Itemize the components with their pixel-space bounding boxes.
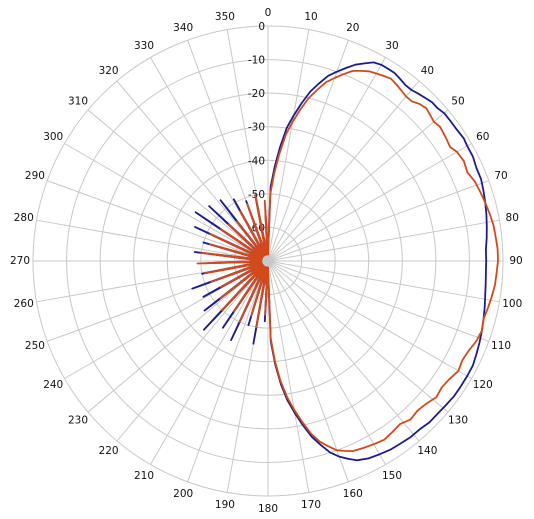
radial-tick-label: 0 <box>258 21 265 33</box>
grid-spoke-290 <box>47 180 269 262</box>
angular-grid-spokes <box>33 26 503 496</box>
grid-spoke-140 <box>267 260 420 442</box>
angle-tick-label: 230 <box>68 414 88 426</box>
radial-tick-label: -40 <box>248 155 265 167</box>
angle-tick-label: 300 <box>43 131 63 143</box>
grid-spoke-300 <box>64 143 269 262</box>
angle-tick-label: 20 <box>346 22 359 34</box>
angle-tick-label: 0 <box>265 7 272 19</box>
angle-tick-label: 280 <box>14 212 34 224</box>
angle-tick-label: 110 <box>491 340 511 352</box>
radial-tick-label: -50 <box>248 189 265 201</box>
angle-tick-label: 340 <box>173 22 193 34</box>
angle-tick-label: 100 <box>502 298 522 310</box>
grid-spoke-130 <box>267 260 449 413</box>
angle-tick-label: 150 <box>382 470 402 482</box>
angle-tick-label: 330 <box>134 40 154 52</box>
angle-tick-label: 210 <box>134 470 154 482</box>
angle-tick-label: 240 <box>43 379 63 391</box>
grid-spoke-60 <box>267 143 472 262</box>
grid-spoke-10 <box>267 29 310 262</box>
angle-tick-label: 90 <box>509 255 522 267</box>
angle-tick-label: 250 <box>25 340 45 352</box>
grid-spoke-210 <box>150 260 269 465</box>
angle-tick-label: 220 <box>99 445 119 457</box>
grid-spoke-230 <box>87 260 269 413</box>
angle-tick-label: 60 <box>476 131 489 143</box>
grid-spoke-80 <box>267 219 500 262</box>
angle-tick-label: 170 <box>301 499 321 511</box>
radial-tick-label: -10 <box>248 55 265 67</box>
angle-tick-label: 290 <box>25 170 45 182</box>
grid-spoke-150 <box>267 260 386 465</box>
angle-tick-label: 120 <box>473 379 493 391</box>
angle-tick-label: 30 <box>385 40 398 52</box>
angle-tick-label: 130 <box>448 414 468 426</box>
grid-spoke-310 <box>87 109 269 262</box>
grid-spoke-40 <box>267 80 420 262</box>
radial-tick-label: -30 <box>248 122 265 134</box>
angle-tick-label: 180 <box>258 503 278 515</box>
angle-tick-label: 40 <box>421 65 434 77</box>
angle-tick-label: 160 <box>343 488 363 500</box>
grid-spoke-280 <box>36 219 269 262</box>
grid-spoke-100 <box>267 260 500 303</box>
grid-spoke-50 <box>267 109 449 262</box>
angle-tick-label: 350 <box>215 11 235 23</box>
angle-tick-label: 140 <box>417 445 437 457</box>
grid-spoke-120 <box>267 260 472 379</box>
angle-tick-labels: 0 10 20 30 40 50 60 70 80 90 100 110 120 130 140 150 160… <box>10 7 523 515</box>
grid-spoke-170 <box>267 260 310 493</box>
grid-spoke-30 <box>267 57 386 262</box>
angle-tick-label: 80 <box>506 212 519 224</box>
series-lines <box>191 61 499 462</box>
angle-tick-label: 270 <box>10 255 30 267</box>
angle-tick-label: 260 <box>14 298 34 310</box>
angle-tick-label: 10 <box>304 11 317 23</box>
grid-spoke-200 <box>187 260 269 482</box>
grid-spoke-70 <box>267 180 489 262</box>
angle-tick-label: 190 <box>215 499 235 511</box>
series-line-2 <box>196 70 499 452</box>
angle-tick-label: 70 <box>494 170 507 182</box>
angle-tick-label: 320 <box>99 65 119 77</box>
angle-tick-label: 200 <box>173 488 193 500</box>
grid-spoke-220 <box>116 260 269 442</box>
angle-tick-label: 310 <box>68 96 88 108</box>
angle-tick-label: 50 <box>451 96 464 108</box>
grid-spoke-160 <box>267 260 349 482</box>
grid-spoke-320 <box>116 80 269 262</box>
grid-spoke-110 <box>267 260 489 342</box>
radial-tick-label: -20 <box>248 88 265 100</box>
